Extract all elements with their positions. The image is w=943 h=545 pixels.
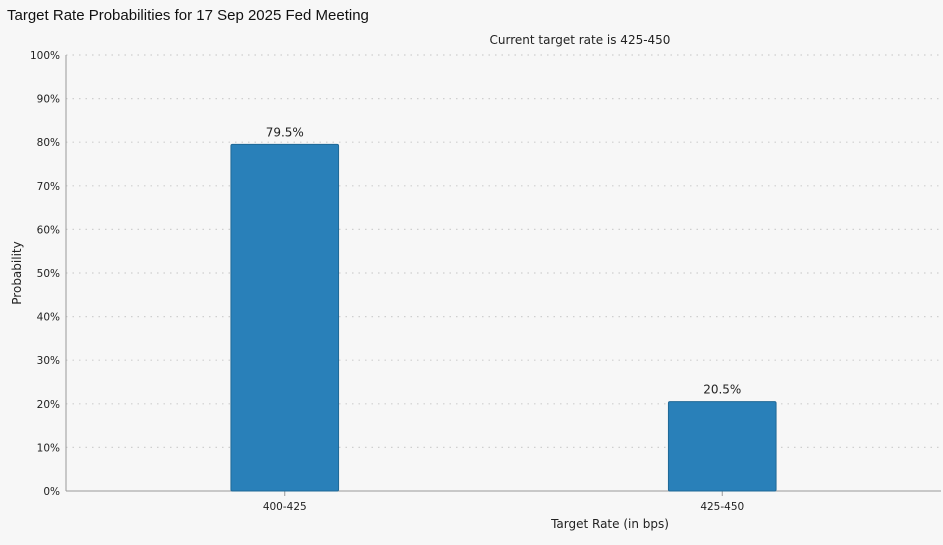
y-tick-label: 30% [37,355,60,367]
x-axis-label: Target Rate (in bps) [550,517,669,531]
gridlines [66,54,941,448]
bars [230,143,777,492]
x-tick-label: 425-450 [700,501,744,513]
y-tick-label: 40% [37,312,60,324]
bar[interactable] [667,401,777,492]
bar-value-label: 79.5% [266,125,304,139]
labels: Current target rate is 425-450 Target Ra… [10,33,741,531]
y-tick-label: 50% [37,268,60,280]
y-tick-label: 60% [37,224,60,236]
bar[interactable] [230,143,340,492]
bar-value-label: 20.5% [703,383,741,397]
y-tick-label: 90% [37,94,60,106]
y-axis-label: Probability [10,241,24,304]
y-tick-label: 10% [37,442,60,454]
y-tick-label: 80% [37,137,60,149]
y-tick-label: 20% [37,399,60,411]
y-tick-label: 0% [43,486,60,498]
axes: 0% 10% 20% 30% 40% 50% 60% 70% 80% 90% 100% 400-425… [30,50,941,513]
x-tick-label: 400-425 [263,501,307,513]
chart-subtitle: Current target rate is 425-450 [490,33,671,47]
chart-title: Target Rate Probabilities for 17 Sep 202… [7,7,369,24]
y-tick-label: 100% [30,50,60,62]
y-tick-label: 70% [37,181,60,193]
